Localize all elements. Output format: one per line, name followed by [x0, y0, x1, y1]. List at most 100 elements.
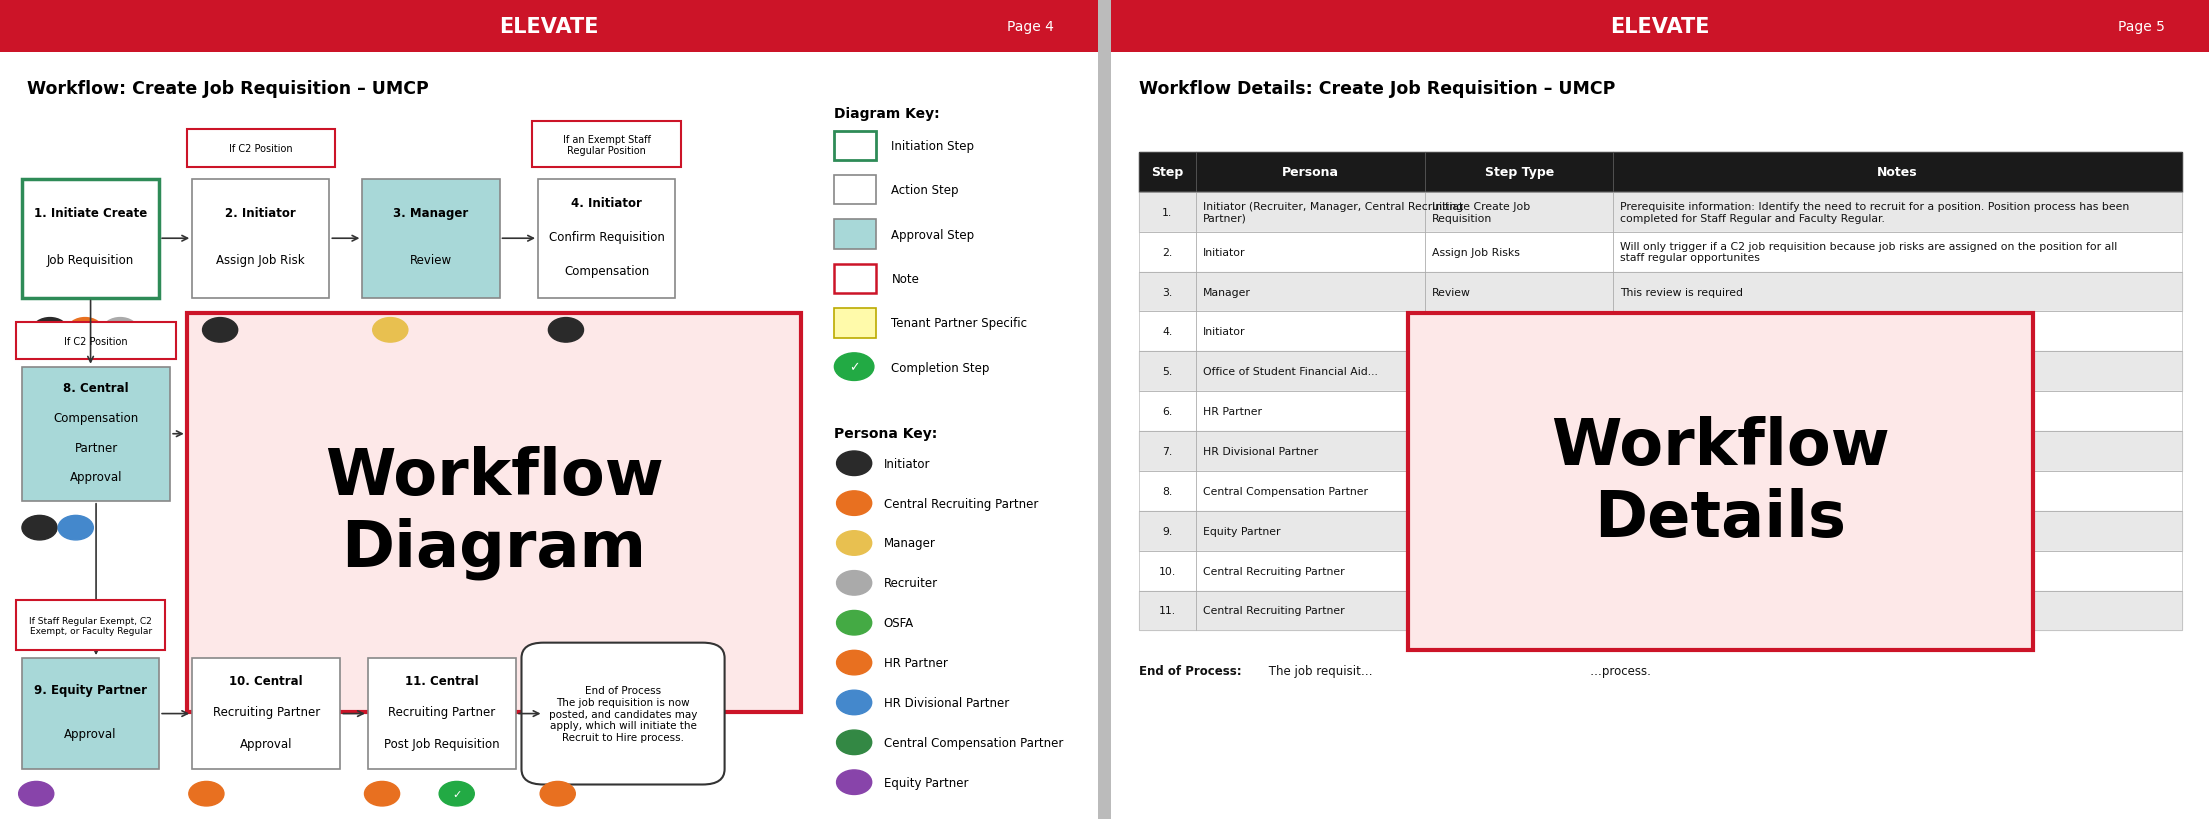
Bar [1613, 272, 2182, 312]
Bar [1195, 352, 1425, 391]
Bar [1138, 272, 1195, 312]
Bar [1425, 192, 1613, 233]
Bar [1195, 432, 1425, 472]
Bar [1138, 272, 1195, 312]
Bar [1138, 352, 1195, 391]
Bar [1195, 551, 1425, 590]
Text: Initiate Create Job
Requisition: Initiate Create Job Requisition [1431, 201, 1531, 224]
Text: 6.: 6. [1162, 406, 1173, 417]
FancyBboxPatch shape [835, 220, 877, 249]
Bar [1613, 590, 2182, 631]
Bar [1425, 391, 1613, 432]
Bar [1425, 472, 1613, 511]
Circle shape [440, 781, 475, 806]
Circle shape [68, 319, 102, 342]
Text: Recruiting Partner: Recruiting Partner [212, 706, 320, 718]
Text: Completion Step: Completion Step [892, 361, 990, 374]
Text: 9.: 9. [1162, 526, 1173, 536]
Bar [1613, 432, 2182, 472]
Text: Notes: Notes [1878, 166, 1917, 179]
Bar [1195, 391, 1425, 432]
Text: End of Process
The job requisition is now
posted, and candidates may
apply, whic: End of Process The job requisition is no… [548, 686, 698, 742]
Text: Recruiting Partner: Recruiting Partner [389, 706, 495, 718]
Text: 4. Initiator: 4. Initiator [572, 197, 643, 210]
Text: ...actual C2 Exempt, or Faculty Regular: ...actual C2 Exempt, or Faculty Regular [1619, 526, 1831, 536]
Text: Office of Student Financial Aid...: Office of Student Financial Aid... [1202, 367, 1378, 377]
Bar [1425, 551, 1613, 590]
Bar [1138, 192, 1195, 233]
Bar [1138, 472, 1195, 511]
Bar [1425, 352, 1613, 391]
Text: If Staff Regular Exempt, C2
Exempt, or Faculty Regular: If Staff Regular Exempt, C2 Exempt, or F… [29, 616, 152, 636]
Text: OSFA: OSFA [884, 617, 915, 630]
Text: Approval: Approval [241, 737, 292, 750]
Circle shape [837, 571, 873, 595]
Text: Recruiter: Recruiter [884, 577, 939, 590]
Bar [1425, 272, 1613, 312]
Bar [1195, 312, 1425, 352]
Text: ELEVATE: ELEVATE [499, 16, 599, 37]
Bar [1613, 551, 2182, 590]
Bar [1613, 472, 2182, 511]
Bar [1613, 272, 2182, 312]
Bar [1138, 233, 1195, 272]
Bar [1195, 590, 1425, 631]
Bar [1613, 312, 2182, 352]
Circle shape [373, 319, 409, 342]
Bar [1138, 511, 1195, 551]
Bar [1138, 432, 1195, 472]
Bar [1613, 233, 2182, 272]
Bar [1425, 272, 1613, 312]
FancyBboxPatch shape [539, 179, 676, 298]
Bar [1613, 153, 2182, 192]
Circle shape [837, 451, 873, 476]
FancyBboxPatch shape [15, 323, 177, 360]
Bar [1138, 551, 1195, 590]
Text: This review is required: This review is required [1619, 287, 1743, 297]
Text: Post Job Requisition: Post Job Requisition [384, 737, 499, 750]
Text: ✓: ✓ [453, 789, 462, 799]
Bar [1425, 391, 1613, 432]
Text: If C2 Position: If C2 Position [230, 144, 292, 154]
Text: 5.: 5. [1162, 367, 1173, 377]
Circle shape [203, 319, 239, 342]
Circle shape [837, 690, 873, 715]
FancyBboxPatch shape [1407, 314, 2032, 650]
Text: Review: Review [1431, 287, 1471, 297]
Text: If C2 Position: If C2 Position [64, 336, 128, 346]
Text: 10.: 10. [1160, 566, 1175, 576]
Bar [1195, 192, 1425, 233]
Text: The job requisit…                                                          …proc: The job requisit… …proc [1266, 664, 1650, 677]
Text: HR Partner: HR Partner [1202, 406, 1261, 417]
Bar [1613, 312, 2182, 352]
Text: 3.: 3. [1162, 287, 1173, 297]
Bar [1425, 352, 1613, 391]
Text: ✓: ✓ [848, 360, 859, 373]
Bar [1195, 272, 1425, 312]
Text: 11.: 11. [1160, 606, 1175, 616]
Text: Partner: Partner [75, 441, 117, 454]
Bar [1138, 312, 1195, 352]
Bar [1613, 352, 2182, 391]
Bar [1425, 233, 1613, 272]
Text: 10. Central: 10. Central [230, 674, 303, 687]
Circle shape [102, 319, 137, 342]
Bar [1195, 192, 1425, 233]
Bar [1138, 391, 1195, 432]
Circle shape [835, 354, 875, 381]
Bar [1138, 233, 1195, 272]
Text: Will only trigger if an Exempt Staff Regular position: Will only trigger if an Exempt Staff Reg… [1619, 327, 1900, 337]
Text: Assign Job Risk: Assign Job Risk [216, 254, 305, 267]
Circle shape [548, 319, 583, 342]
Text: 8. Central: 8. Central [64, 382, 128, 395]
Bar [1425, 432, 1613, 472]
Bar [1613, 432, 2182, 472]
Circle shape [837, 611, 873, 636]
Bar [1195, 233, 1425, 272]
Text: Note: Note [892, 273, 919, 286]
Bar [1195, 272, 1425, 312]
FancyBboxPatch shape [532, 122, 680, 168]
Text: Approval: Approval [64, 727, 117, 740]
Bar [1195, 153, 1425, 192]
Bar [1195, 153, 1425, 192]
